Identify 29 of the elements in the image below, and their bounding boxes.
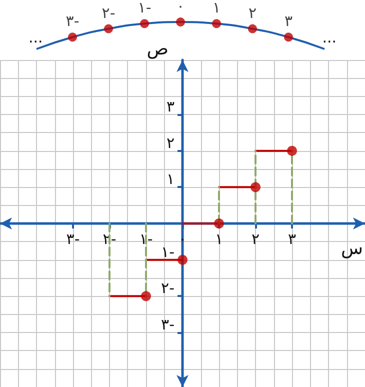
point <box>176 18 185 26</box>
x-tick-label: ٣- <box>66 230 80 248</box>
point <box>248 24 257 34</box>
x-tick-label: ٠ <box>178 230 187 248</box>
x-tick-label: ٢ <box>248 4 257 22</box>
point <box>68 32 77 42</box>
point <box>104 24 113 34</box>
point <box>284 32 293 42</box>
x-tick-label: ٣- <box>66 12 80 30</box>
annotation: ... <box>322 28 337 46</box>
y-axis-title: ص <box>146 38 168 60</box>
x-tick-label: ١- <box>138 0 152 17</box>
y-tick-label: ١ <box>166 170 174 188</box>
y-tick-label: ٣- <box>161 316 174 334</box>
y-tick-label: ٣ <box>166 98 174 116</box>
x-tick-label: ١ <box>214 230 224 248</box>
y-tick-label: ١- <box>161 242 174 261</box>
x-tick-label: ٠ <box>176 0 185 15</box>
point <box>212 19 221 28</box>
x-axis-title: س <box>341 238 363 259</box>
x-tick-label: ٣ <box>288 230 296 248</box>
x-tick-label: ٢ <box>251 230 260 248</box>
annotation: ... <box>28 28 43 46</box>
point <box>140 19 149 28</box>
y-tick-label: ٢ <box>166 134 174 152</box>
y-tick-label: ٢- <box>161 279 174 298</box>
x-tick-label: ١ <box>212 0 221 17</box>
x-tick-label: ٣ <box>284 12 293 30</box>
x-tick-label: ٢- <box>102 4 116 22</box>
